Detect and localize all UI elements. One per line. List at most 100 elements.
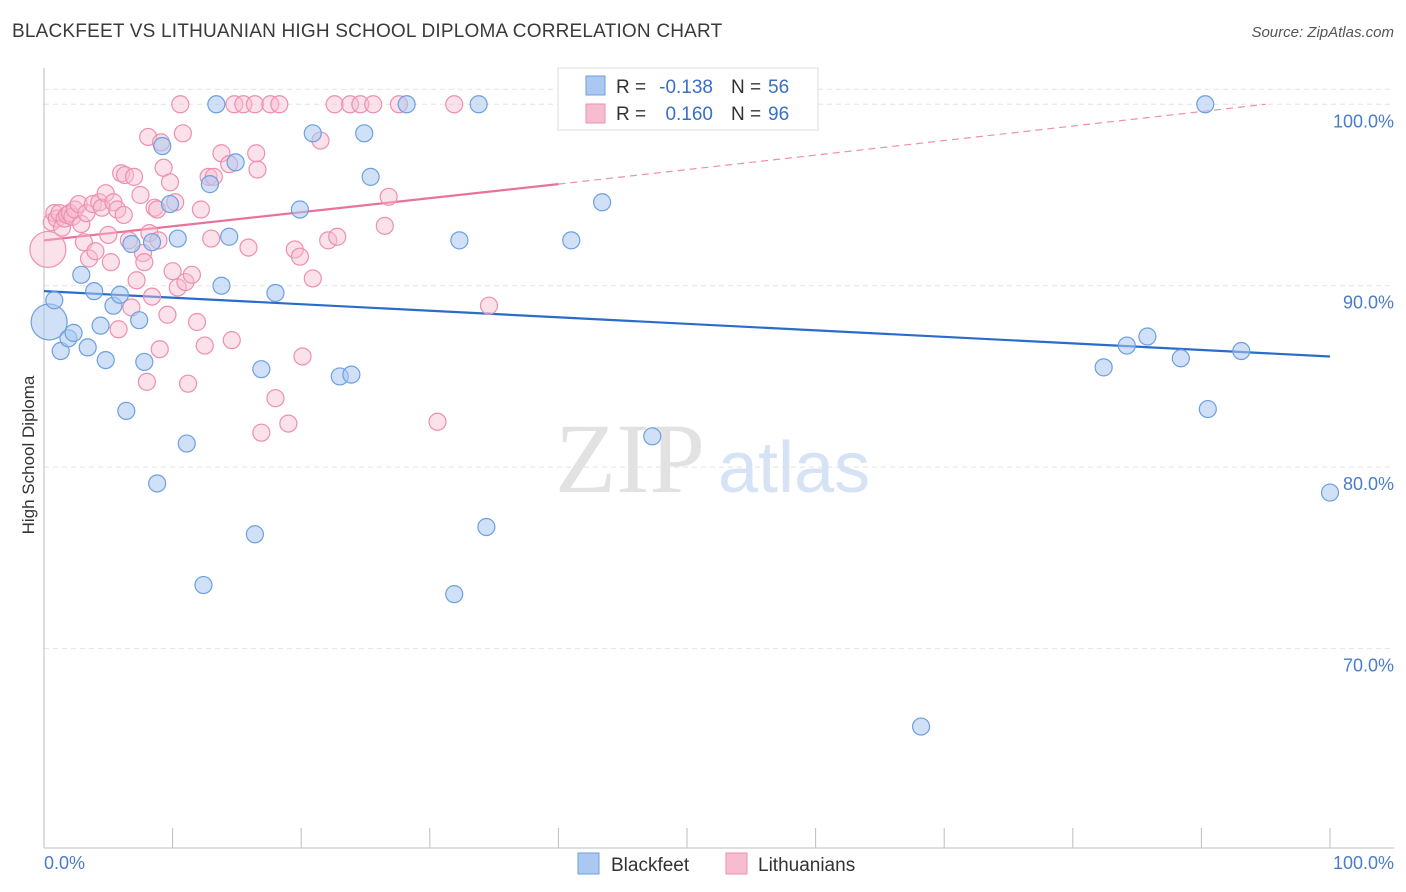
data-points — [29, 95, 1340, 736]
point-blackfeet — [1232, 341, 1251, 361]
point-lithuanians — [364, 95, 383, 114]
point-lithuanians — [96, 184, 115, 203]
point-blackfeet — [135, 352, 154, 372]
point-blackfeet — [207, 95, 226, 114]
point-lithuanians — [86, 242, 105, 261]
point-blackfeet — [96, 351, 115, 370]
point-lithuanians — [303, 269, 322, 288]
point-lithuanians — [248, 160, 267, 179]
point-blackfeet — [355, 124, 374, 143]
legend-r-label-2: R = — [616, 104, 646, 125]
point-lithuanians — [124, 167, 144, 186]
point-blackfeet — [1171, 349, 1190, 368]
point-blackfeet — [168, 229, 187, 248]
point-lithuanians — [428, 412, 447, 431]
legend-n-label-1: N = — [731, 77, 761, 98]
point-blackfeet — [1198, 399, 1217, 419]
point-lithuanians — [202, 229, 221, 248]
point-blackfeet — [72, 265, 91, 284]
point-blackfeet — [1196, 95, 1215, 114]
point-lithuanians — [72, 214, 91, 234]
point-blackfeet — [110, 285, 129, 304]
point-blackfeet — [117, 401, 136, 420]
point-blackfeet — [469, 95, 488, 114]
legend-n-value-2: 96 — [768, 104, 789, 125]
point-lithuanians — [99, 225, 118, 245]
legend-r-value-2: 0.160 — [665, 104, 713, 125]
point-lithuanians — [158, 305, 177, 324]
x-tick-max: 100.0% — [1333, 853, 1394, 873]
point-blackfeet — [153, 136, 172, 156]
point-blackfeet — [477, 517, 496, 537]
point-lithuanians — [127, 271, 146, 290]
point-lithuanians — [252, 423, 271, 442]
point-blackfeet — [148, 474, 167, 493]
point-lithuanians — [131, 185, 150, 205]
point-lithuanians — [115, 165, 135, 185]
point-blackfeet — [361, 167, 380, 186]
point-lithuanians — [29, 230, 67, 269]
point-lithuanians — [279, 414, 298, 433]
point-blackfeet — [342, 365, 361, 384]
point-lithuanians — [247, 144, 266, 163]
point-lithuanians — [109, 320, 128, 339]
point-blackfeet — [562, 231, 581, 250]
point-blackfeet — [177, 434, 196, 453]
trend-line-lithuanians-extension — [558, 103, 1266, 185]
point-blackfeet — [245, 525, 265, 544]
bottom-legend-label-blackfeet: Blackfeet — [611, 855, 690, 876]
point-lithuanians — [266, 389, 285, 408]
point-lithuanians — [69, 194, 88, 214]
point-lithuanians — [137, 372, 156, 391]
point-lithuanians — [328, 227, 347, 246]
point-lithuanians — [239, 238, 258, 257]
point-blackfeet — [85, 282, 104, 301]
bottom-legend-swatch-blackfeet — [577, 852, 600, 875]
point-lithuanians — [270, 95, 289, 114]
y-tick-labels: 100.0% 90.0% 80.0% 70.0% — [1333, 111, 1394, 675]
point-lithuanians — [351, 95, 370, 114]
point-lithuanians — [319, 231, 338, 250]
y-tick-label: 90.0% — [1343, 293, 1394, 313]
bottom-legend-swatch-lithuanians — [725, 852, 748, 875]
point-blackfeet — [220, 227, 239, 246]
point-blackfeet — [593, 193, 612, 212]
point-blackfeet — [1138, 327, 1157, 346]
point-lithuanians — [160, 173, 180, 192]
point-blackfeet — [1094, 358, 1113, 377]
point-blackfeet — [445, 585, 464, 604]
point-lithuanians — [173, 124, 192, 143]
point-lithuanians — [142, 287, 162, 306]
point-lithuanians — [178, 374, 198, 393]
point-lithuanians — [187, 312, 207, 332]
legend-swatch-lithuanians — [585, 103, 606, 124]
point-blackfeet — [78, 338, 97, 357]
point-blackfeet — [1117, 336, 1136, 355]
point-lithuanians — [379, 187, 398, 206]
y-axis-label: High School Diploma — [19, 375, 38, 534]
legend-swatch-blackfeet — [585, 75, 606, 96]
gridlines — [44, 88, 1394, 650]
trend-line-blackfeet — [43, 290, 1331, 358]
point-blackfeet — [194, 575, 213, 595]
point-lithuanians — [163, 262, 182, 281]
x-tick-min: 0.0% — [44, 853, 85, 873]
point-blackfeet — [397, 95, 416, 114]
point-lithuanians — [92, 198, 111, 217]
point-lithuanians — [83, 194, 102, 214]
axes — [43, 68, 1394, 849]
point-lithuanians — [114, 205, 133, 225]
point-lithuanians — [222, 331, 241, 350]
y-tick-label: 80.0% — [1343, 474, 1394, 494]
point-lithuanians — [325, 95, 344, 114]
point-lithuanians — [340, 95, 360, 114]
y-tick-label: 100.0% — [1333, 111, 1394, 131]
point-lithuanians — [290, 247, 310, 266]
watermark-zip: ZIP — [555, 403, 705, 514]
trend-lines — [43, 103, 1331, 358]
point-lithuanians — [150, 340, 169, 359]
legend-n-value-1: 56 — [768, 77, 789, 98]
watermark-atlas: atlas — [718, 428, 870, 508]
point-blackfeet — [252, 360, 271, 379]
